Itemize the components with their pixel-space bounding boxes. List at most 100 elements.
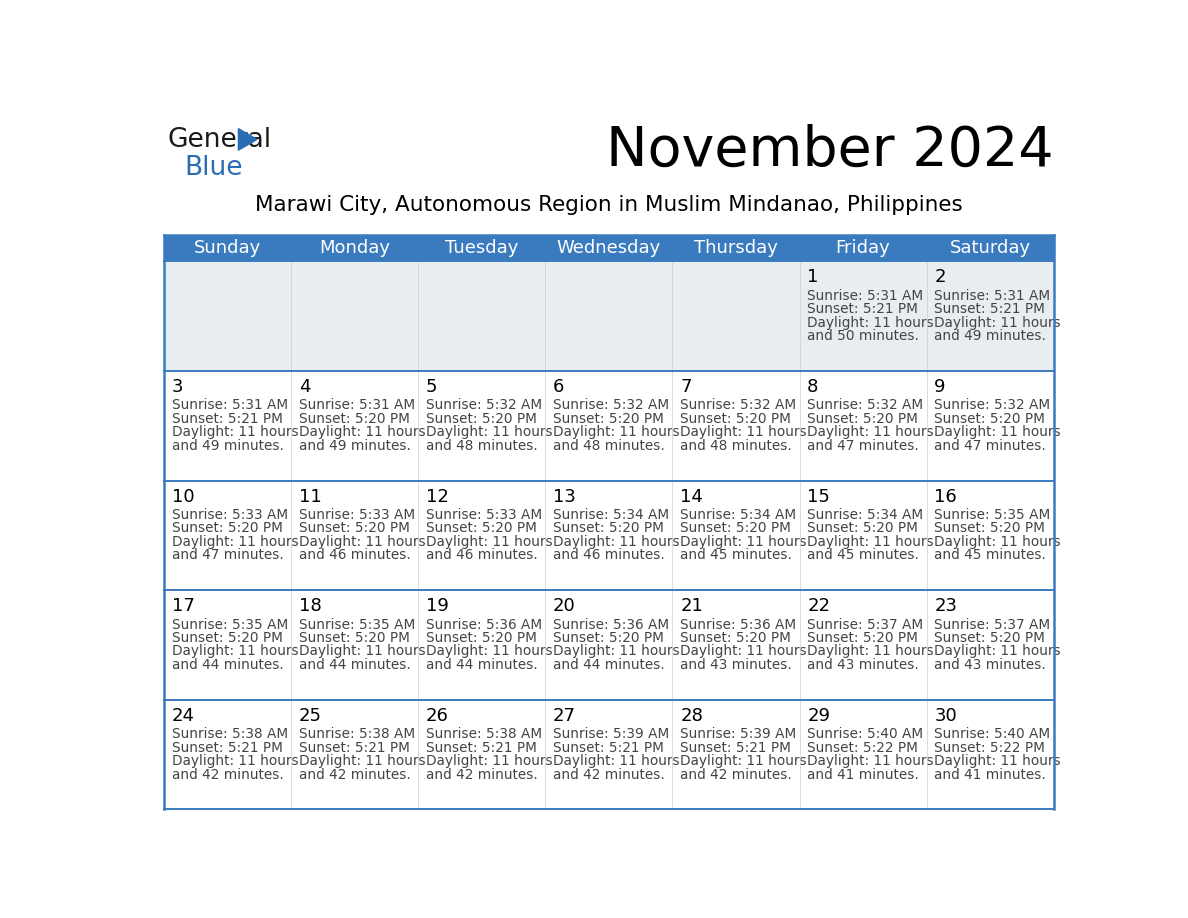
Text: and 50 minutes.: and 50 minutes.: [808, 330, 920, 343]
Text: Daylight: 11 hours: Daylight: 11 hours: [681, 754, 807, 768]
Text: Sunrise: 5:32 AM: Sunrise: 5:32 AM: [554, 398, 669, 412]
Text: Sunset: 5:20 PM: Sunset: 5:20 PM: [172, 631, 283, 645]
Text: 29: 29: [808, 707, 830, 724]
Text: Daylight: 11 hours: Daylight: 11 hours: [934, 535, 1061, 549]
Text: 28: 28: [681, 707, 703, 724]
Bar: [164, 700, 1054, 810]
Text: Sunrise: 5:31 AM: Sunrise: 5:31 AM: [934, 289, 1050, 303]
Text: Sunset: 5:20 PM: Sunset: 5:20 PM: [681, 412, 791, 426]
Text: Daylight: 11 hours: Daylight: 11 hours: [934, 425, 1061, 440]
Text: Sunset: 5:21 PM: Sunset: 5:21 PM: [299, 741, 410, 755]
Text: 19: 19: [426, 597, 449, 615]
Text: Sunset: 5:20 PM: Sunset: 5:20 PM: [299, 412, 410, 426]
Text: Daylight: 11 hours: Daylight: 11 hours: [808, 754, 934, 768]
Text: Sunset: 5:20 PM: Sunset: 5:20 PM: [554, 631, 664, 645]
Text: and 44 minutes.: and 44 minutes.: [554, 658, 665, 672]
Text: and 49 minutes.: and 49 minutes.: [934, 330, 1047, 343]
Text: Daylight: 11 hours: Daylight: 11 hours: [426, 644, 552, 658]
Text: 11: 11: [299, 487, 322, 506]
Text: Sunset: 5:21 PM: Sunset: 5:21 PM: [681, 741, 791, 755]
Text: Tuesday: Tuesday: [446, 240, 518, 257]
Text: Marawi City, Autonomous Region in Muslim Mindanao, Philippines: Marawi City, Autonomous Region in Muslim…: [255, 195, 962, 215]
Text: Daylight: 11 hours: Daylight: 11 hours: [172, 425, 298, 440]
Text: and 45 minutes.: and 45 minutes.: [808, 548, 920, 563]
Text: 3: 3: [172, 378, 183, 396]
Text: Sunset: 5:22 PM: Sunset: 5:22 PM: [934, 741, 1045, 755]
Text: Daylight: 11 hours: Daylight: 11 hours: [934, 644, 1061, 658]
Text: 16: 16: [934, 487, 958, 506]
Text: Sunrise: 5:35 AM: Sunrise: 5:35 AM: [172, 618, 287, 632]
Text: and 45 minutes.: and 45 minutes.: [934, 548, 1047, 563]
Text: and 48 minutes.: and 48 minutes.: [554, 439, 665, 453]
Text: General: General: [168, 127, 271, 153]
Text: and 47 minutes.: and 47 minutes.: [934, 439, 1047, 453]
Text: Daylight: 11 hours: Daylight: 11 hours: [808, 535, 934, 549]
Text: Sunrise: 5:36 AM: Sunrise: 5:36 AM: [681, 618, 796, 632]
Text: and 48 minutes.: and 48 minutes.: [681, 439, 792, 453]
Text: 7: 7: [681, 378, 691, 396]
Text: Sunrise: 5:33 AM: Sunrise: 5:33 AM: [299, 508, 415, 522]
Text: and 43 minutes.: and 43 minutes.: [808, 658, 920, 672]
Text: Daylight: 11 hours: Daylight: 11 hours: [554, 754, 680, 768]
Text: Sunset: 5:20 PM: Sunset: 5:20 PM: [934, 412, 1045, 426]
Text: Sunset: 5:21 PM: Sunset: 5:21 PM: [934, 302, 1045, 317]
Text: Sunrise: 5:31 AM: Sunrise: 5:31 AM: [808, 289, 923, 303]
Text: 8: 8: [808, 378, 819, 396]
Text: 26: 26: [426, 707, 449, 724]
Text: Sunrise: 5:36 AM: Sunrise: 5:36 AM: [426, 618, 542, 632]
Text: Friday: Friday: [835, 240, 891, 257]
Text: 27: 27: [554, 707, 576, 724]
Text: 18: 18: [299, 597, 322, 615]
Text: Sunset: 5:21 PM: Sunset: 5:21 PM: [554, 741, 664, 755]
Text: and 46 minutes.: and 46 minutes.: [299, 548, 411, 563]
Text: Sunset: 5:20 PM: Sunset: 5:20 PM: [299, 631, 410, 645]
Text: Sunset: 5:21 PM: Sunset: 5:21 PM: [172, 412, 283, 426]
Text: Daylight: 11 hours: Daylight: 11 hours: [934, 316, 1061, 330]
Text: 4: 4: [299, 378, 310, 396]
Text: Sunrise: 5:40 AM: Sunrise: 5:40 AM: [934, 727, 1050, 741]
Text: Sunrise: 5:38 AM: Sunrise: 5:38 AM: [426, 727, 542, 741]
Text: 12: 12: [426, 487, 449, 506]
Text: Sunset: 5:20 PM: Sunset: 5:20 PM: [934, 631, 1045, 645]
Text: Daylight: 11 hours: Daylight: 11 hours: [426, 754, 552, 768]
Text: and 43 minutes.: and 43 minutes.: [681, 658, 792, 672]
Text: Sunrise: 5:34 AM: Sunrise: 5:34 AM: [681, 508, 796, 522]
Text: Daylight: 11 hours: Daylight: 11 hours: [172, 535, 298, 549]
Text: Sunrise: 5:33 AM: Sunrise: 5:33 AM: [172, 508, 287, 522]
Text: Daylight: 11 hours: Daylight: 11 hours: [808, 425, 934, 440]
Text: Daylight: 11 hours: Daylight: 11 hours: [172, 754, 298, 768]
Text: Sunrise: 5:31 AM: Sunrise: 5:31 AM: [172, 398, 287, 412]
Bar: [164, 235, 1054, 262]
Text: and 41 minutes.: and 41 minutes.: [808, 767, 920, 781]
Text: 22: 22: [808, 597, 830, 615]
Text: Sunset: 5:20 PM: Sunset: 5:20 PM: [426, 521, 537, 535]
Text: Monday: Monday: [320, 240, 390, 257]
Text: 9: 9: [934, 378, 946, 396]
Text: Sunset: 5:20 PM: Sunset: 5:20 PM: [808, 521, 918, 535]
Text: 6: 6: [554, 378, 564, 396]
Text: Daylight: 11 hours: Daylight: 11 hours: [808, 316, 934, 330]
Text: Daylight: 11 hours: Daylight: 11 hours: [172, 644, 298, 658]
Text: Blue: Blue: [184, 155, 242, 181]
Text: Sunset: 5:20 PM: Sunset: 5:20 PM: [426, 412, 537, 426]
Text: Daylight: 11 hours: Daylight: 11 hours: [554, 535, 680, 549]
Text: Sunrise: 5:34 AM: Sunrise: 5:34 AM: [808, 508, 923, 522]
Bar: [164, 590, 1054, 700]
Text: Sunrise: 5:32 AM: Sunrise: 5:32 AM: [681, 398, 796, 412]
Text: Daylight: 11 hours: Daylight: 11 hours: [299, 425, 425, 440]
Text: Sunrise: 5:37 AM: Sunrise: 5:37 AM: [808, 618, 923, 632]
Bar: [164, 262, 1054, 371]
Text: Daylight: 11 hours: Daylight: 11 hours: [808, 644, 934, 658]
Text: Thursday: Thursday: [694, 240, 778, 257]
Text: Sunrise: 5:38 AM: Sunrise: 5:38 AM: [299, 727, 415, 741]
Text: and 49 minutes.: and 49 minutes.: [299, 439, 411, 453]
Text: Sunset: 5:20 PM: Sunset: 5:20 PM: [554, 521, 664, 535]
Text: Sunset: 5:21 PM: Sunset: 5:21 PM: [172, 741, 283, 755]
Text: Daylight: 11 hours: Daylight: 11 hours: [299, 535, 425, 549]
Text: Daylight: 11 hours: Daylight: 11 hours: [681, 535, 807, 549]
Text: Saturday: Saturday: [949, 240, 1031, 257]
Text: November 2024: November 2024: [606, 124, 1054, 178]
Text: Sunrise: 5:38 AM: Sunrise: 5:38 AM: [172, 727, 287, 741]
Text: Wednesday: Wednesday: [557, 240, 661, 257]
Text: Sunrise: 5:36 AM: Sunrise: 5:36 AM: [554, 618, 669, 632]
